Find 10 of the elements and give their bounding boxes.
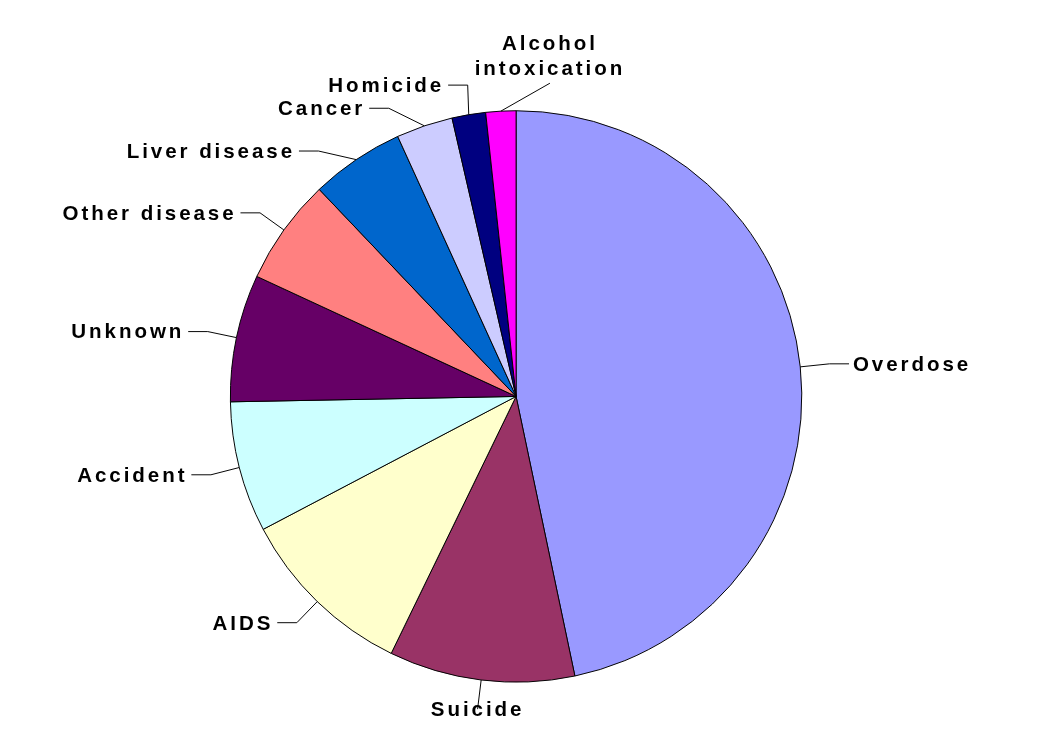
slice-label: Overdose: [852, 351, 972, 375]
slice-label: Suicide: [430, 696, 525, 720]
slice-label: Cancer: [278, 96, 366, 120]
slice-label: Unknown: [71, 319, 185, 343]
slice-label: Alcohol intoxication: [474, 30, 626, 80]
slice-label: Accident: [77, 462, 188, 486]
slice-label: Homicide: [328, 72, 445, 96]
slice-label: Other disease: [62, 200, 237, 224]
slice-label: AIDS: [212, 610, 274, 634]
slice-label: Liver disease: [126, 138, 296, 162]
